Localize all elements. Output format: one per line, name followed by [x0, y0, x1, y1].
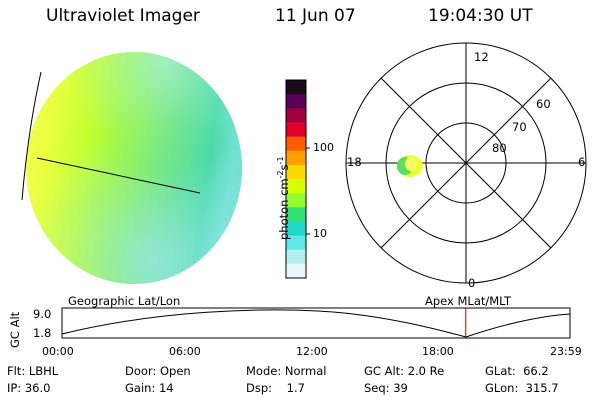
colorbar-segment	[286, 249, 306, 265]
status-flt: Flt: LBHL	[7, 364, 59, 378]
time-label: 19:04:30 UT	[428, 6, 533, 26]
colorbar-segment	[286, 108, 306, 123]
status-ip: IP: 36.0	[7, 381, 51, 395]
timeline-x-tick-1800: 18:00	[422, 345, 454, 358]
status-dsp: Dsp: 1.7	[246, 381, 305, 395]
mlt-label-0: 0	[468, 276, 476, 290]
colorbar-segment	[286, 263, 306, 279]
status-gc-alt: GC Alt: 2.0 Re	[364, 364, 445, 378]
colorbar-segment	[286, 94, 306, 109]
timeline-x-tick-2359: 23:59	[550, 345, 582, 358]
colorbar-segment	[286, 235, 306, 251]
timeline-left-label: Geographic Lat/Lon	[68, 294, 181, 308]
status-glat: GLat: 66.2	[485, 364, 549, 378]
timeline-x-tick-1200: 12:00	[296, 345, 328, 358]
colorbar-segment	[286, 150, 306, 166]
colorbar-segment	[286, 122, 306, 138]
colorbar-segment	[286, 221, 306, 237]
lat-label-80: 80	[492, 141, 507, 155]
mlt-label-18: 18	[347, 155, 362, 169]
colorbar-segment	[286, 193, 306, 208]
colorbar-segment	[286, 164, 306, 180]
date-label: 11 Jun 07	[275, 6, 356, 26]
status-gain: Gain: 14	[125, 381, 174, 395]
status-door: Door: Open	[125, 364, 191, 378]
timeline-right-label: Apex MLat/MLT	[425, 294, 512, 308]
mlt-label-12: 12	[474, 50, 489, 64]
instrument-title: Ultraviolet Imager	[46, 6, 200, 26]
colorbar-segment	[286, 207, 306, 222]
colorbar-tick-100: 100	[313, 141, 334, 154]
status-glon: GLon: 315.7	[485, 381, 559, 395]
colorbar-segment	[286, 179, 306, 194]
timeline-y-tick-9: 9.0	[33, 307, 52, 321]
timeline-y-tick-1-8: 1.8	[33, 326, 52, 340]
timeline-x-tick-0600: 06:00	[169, 345, 201, 358]
lat-label-60: 60	[536, 97, 551, 111]
status-seq: Seq: 39	[364, 381, 408, 395]
colorbar-tick-10: 10	[313, 227, 327, 240]
status-mode: Mode: Normal	[246, 364, 327, 378]
colorbar-segment	[286, 136, 306, 152]
timeline-x-tick-0000: 00:00	[42, 345, 74, 358]
mlt-label-6: 6	[578, 155, 586, 169]
lat-label-70: 70	[512, 120, 527, 134]
colorbar-segment	[286, 80, 306, 95]
